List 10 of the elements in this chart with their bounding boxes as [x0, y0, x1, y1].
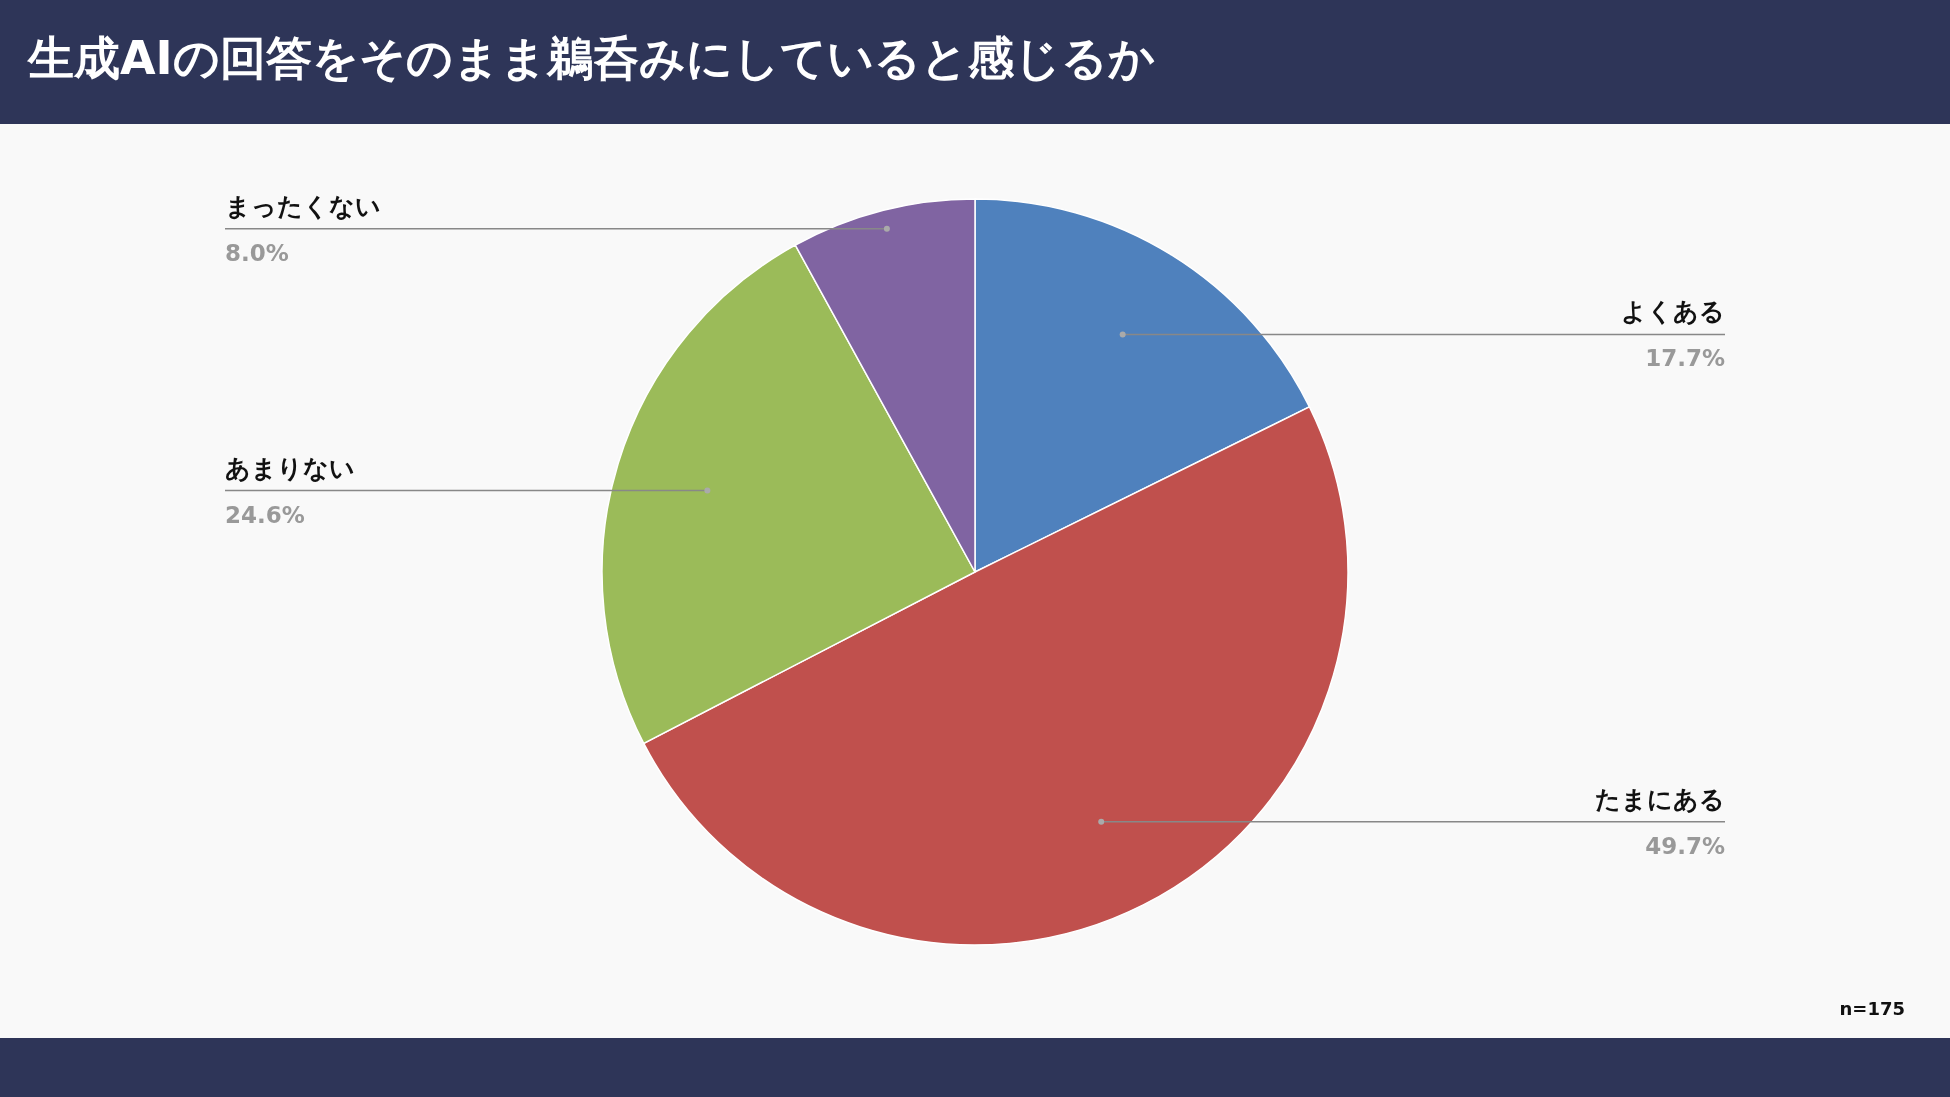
slice-label: たまにある [1595, 784, 1725, 814]
chart-title: 生成AIの回答をそのまま鵜呑みにしていると感じるか [26, 31, 1155, 85]
data-label: 49.7% [1645, 832, 1725, 859]
data-label: 17.7% [1645, 345, 1725, 372]
slice-label: よくある [1621, 297, 1725, 327]
text: n=175 [1839, 998, 1905, 1019]
data-label: 24.6% [225, 501, 305, 528]
data-label: 8.0% [225, 239, 289, 266]
slice-label: あまりない [225, 453, 355, 483]
slice-label: まったくない [225, 191, 381, 221]
